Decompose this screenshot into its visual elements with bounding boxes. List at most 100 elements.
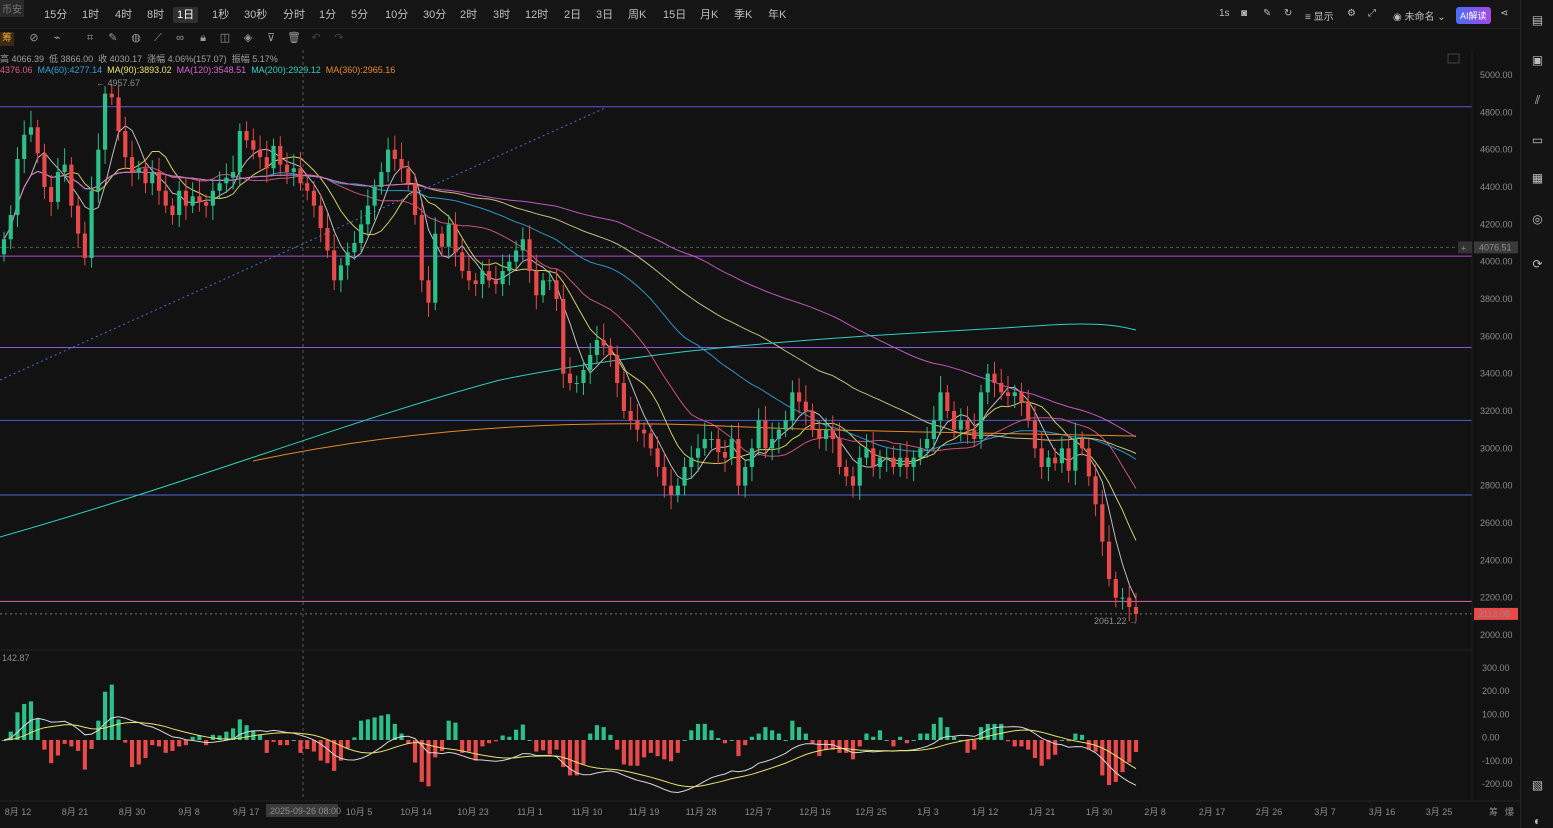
macd-bar-90 bbox=[608, 734, 613, 740]
macd-bar-70 bbox=[473, 740, 478, 761]
wallet-icon[interactable]: ▦ bbox=[1531, 171, 1544, 185]
pen-icon[interactable]: ✎ bbox=[108, 32, 118, 44]
timeframe-0[interactable]: 15分 bbox=[44, 9, 68, 21]
crop-icon[interactable]: ⌗ bbox=[86, 32, 94, 44]
connect-icon[interactable]: ∞ bbox=[176, 32, 184, 44]
brush-icon[interactable]: ⌁ bbox=[53, 32, 61, 44]
date-tick-8: 11月 1 bbox=[517, 807, 543, 817]
timeframe-19[interactable]: 月K bbox=[700, 9, 719, 21]
settings-icon[interactable]: ⚙ bbox=[1347, 8, 1356, 19]
timeframe-15[interactable]: 2日 bbox=[564, 9, 582, 21]
timeframe-6[interactable]: 30秒 bbox=[244, 9, 268, 21]
timeframe-1[interactable]: 1时 bbox=[82, 9, 100, 21]
notes-icon[interactable]: ▧ bbox=[1531, 778, 1544, 792]
timeframe-17[interactable]: 周K bbox=[628, 9, 647, 21]
candle-body-97 bbox=[655, 448, 660, 467]
candle-body-1 bbox=[8, 215, 13, 240]
candle-body-38 bbox=[257, 149, 263, 158]
timeframe-14[interactable]: 12时 bbox=[525, 9, 549, 21]
candle-body-96 bbox=[648, 433, 653, 449]
timeframe-10[interactable]: 10分 bbox=[385, 9, 409, 21]
camera-icon[interactable]: ◙ bbox=[1241, 8, 1248, 19]
candle-body-21 bbox=[143, 168, 148, 184]
timeframe-9[interactable]: 5分 bbox=[351, 9, 369, 21]
timeframe-7[interactable]: 分时 bbox=[283, 9, 305, 21]
pencil-icon[interactable]: ✎ bbox=[1263, 8, 1272, 19]
redo-icon[interactable]: ↷ bbox=[334, 32, 344, 44]
refresh-icon[interactable]: ↻ bbox=[1284, 8, 1293, 19]
macd-bar-68 bbox=[460, 740, 465, 753]
order-icon[interactable]: ▣ bbox=[1531, 53, 1544, 67]
timeframe-18[interactable]: 15日 bbox=[663, 9, 687, 21]
macd-bar-148 bbox=[999, 723, 1004, 740]
candle-body-143 bbox=[965, 420, 970, 430]
candle-body-8 bbox=[55, 172, 60, 202]
hover-price-tag: 4076.51 bbox=[1479, 242, 1512, 252]
macd-tick-4: -100.00 bbox=[1482, 756, 1513, 766]
timeframe-8[interactable]: 1分 bbox=[319, 9, 337, 21]
monitor-icon[interactable]: ▭ bbox=[1531, 133, 1544, 147]
chips-toggle[interactable]: 筹 bbox=[0, 32, 14, 46]
candle-body-2 bbox=[15, 159, 20, 215]
macd-bar-65 bbox=[439, 740, 445, 751]
candle-body-35 bbox=[237, 131, 242, 173]
macd-bar-20 bbox=[136, 740, 141, 765]
timeframe-4[interactable]: 1日 bbox=[173, 7, 199, 23]
display-menu[interactable]: ≡ 显示 bbox=[1305, 12, 1334, 23]
macd-bar-122 bbox=[823, 740, 829, 750]
timeframe-16[interactable]: 3日 bbox=[596, 9, 614, 21]
candle-body-79 bbox=[534, 271, 539, 296]
candle-body-110 bbox=[743, 467, 748, 486]
price-tick-2: 4600.00 bbox=[1480, 145, 1513, 155]
candle-body-44 bbox=[298, 168, 303, 184]
macd-bar-86 bbox=[581, 740, 586, 765]
macd-bar-13 bbox=[89, 740, 94, 750]
timeframe-11[interactable]: 30分 bbox=[423, 9, 447, 21]
sync-icon[interactable]: ⟳ bbox=[1532, 257, 1543, 271]
trash-icon[interactable]: 🗑︎ bbox=[287, 32, 301, 44]
macd-bar-133 bbox=[898, 736, 903, 740]
macd-bar-29 bbox=[197, 735, 202, 740]
bottom-toggle-0: 筹 bbox=[1489, 806, 1498, 817]
chart-icon[interactable]: ⫽ bbox=[1534, 93, 1541, 107]
fullscreen-icon[interactable]: ⤢ bbox=[1368, 8, 1376, 19]
undo-icon[interactable]: ↶ bbox=[311, 32, 321, 44]
visibility-icon[interactable]: ◫ bbox=[219, 32, 231, 44]
layout-selector[interactable]: ◉ 未命名 ⌄ bbox=[1393, 12, 1446, 23]
macd-bar-137 bbox=[925, 733, 930, 740]
candle-body-140 bbox=[945, 392, 950, 411]
macd-bar-2 bbox=[15, 712, 20, 740]
candle-body-57 bbox=[385, 149, 391, 173]
robot-icon[interactable]: ◎ bbox=[1532, 212, 1543, 226]
candle-body-56 bbox=[379, 172, 384, 187]
timeframe-2[interactable]: 4时 bbox=[115, 9, 133, 21]
price-tick-1: 4800.00 bbox=[1480, 107, 1513, 117]
help-icon[interactable]: ◐ bbox=[1533, 814, 1542, 828]
macd-bar-35 bbox=[237, 719, 242, 740]
ai-interpret-button[interactable]: AI解读 bbox=[1456, 7, 1491, 24]
timeframe-5[interactable]: 1秒 bbox=[212, 9, 230, 21]
timeframe-20[interactable]: 季K bbox=[734, 9, 753, 21]
timeframe-21[interactable]: 年K bbox=[768, 9, 787, 21]
macd-bar-159 bbox=[1073, 733, 1078, 740]
macd-bar-80 bbox=[540, 740, 546, 751]
draw-mode-icon[interactable]: ⊘ bbox=[29, 32, 39, 44]
macd-bar-11 bbox=[76, 740, 81, 751]
timeframe-3[interactable]: 8时 bbox=[147, 9, 165, 21]
document-icon[interactable]: ▤ bbox=[1531, 13, 1544, 27]
share-icon[interactable]: ⋖ bbox=[1500, 8, 1509, 19]
magnet-icon[interactable]: ◈ bbox=[243, 32, 253, 44]
price-chart[interactable]: 5000.00 4800.00 4600.00 4400.00 4200.00 4000.… bbox=[0, 0, 1520, 828]
interval-selector[interactable]: 1s bbox=[1219, 8, 1230, 19]
trend-line-icon[interactable]: ⟋ bbox=[154, 32, 162, 44]
candle-body-82 bbox=[554, 280, 559, 299]
filter-icon[interactable]: ⊽ bbox=[266, 32, 276, 44]
timeframe-12[interactable]: 2时 bbox=[460, 9, 478, 21]
color-icon[interactable]: ◍ bbox=[131, 32, 141, 44]
date-tick-19: 2月 8 bbox=[1144, 807, 1166, 817]
candle-body-100 bbox=[675, 485, 680, 495]
lock-icon[interactable]: 🔒︎ bbox=[200, 32, 206, 44]
macd-bar-27 bbox=[183, 740, 189, 746]
timeframe-13[interactable]: 3时 bbox=[493, 9, 511, 21]
candle-body-84 bbox=[567, 373, 573, 383]
